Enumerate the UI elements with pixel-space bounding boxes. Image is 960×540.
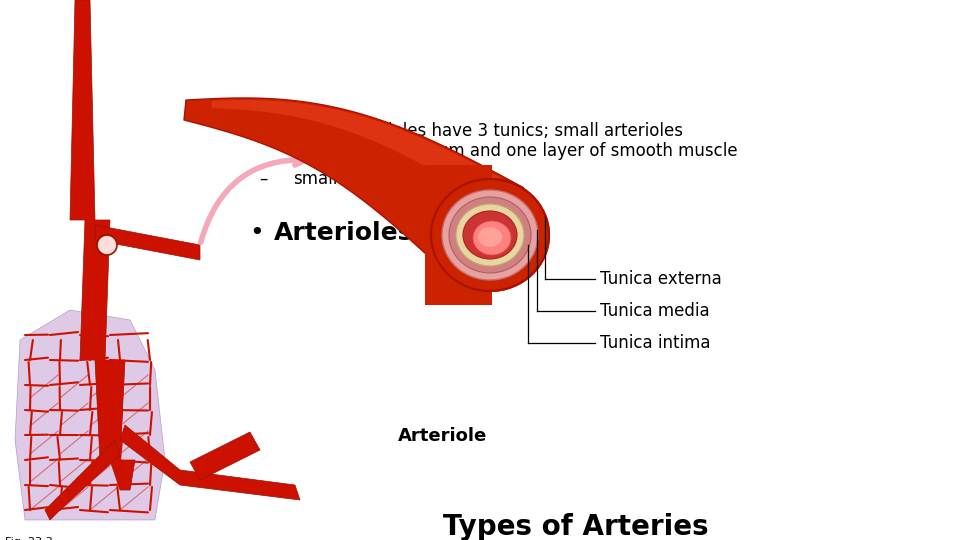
Text: Fig. 23.3: Fig. 23.3 bbox=[5, 537, 53, 540]
Text: Arteriole: Arteriole bbox=[398, 427, 488, 444]
Ellipse shape bbox=[478, 227, 502, 247]
Ellipse shape bbox=[456, 204, 524, 266]
Polygon shape bbox=[95, 225, 200, 260]
Polygon shape bbox=[190, 432, 260, 480]
Text: –: – bbox=[259, 170, 268, 188]
Ellipse shape bbox=[449, 197, 531, 273]
Ellipse shape bbox=[442, 190, 538, 280]
Circle shape bbox=[97, 235, 117, 255]
Text: Tunica intima: Tunica intima bbox=[600, 334, 710, 352]
Polygon shape bbox=[211, 100, 522, 214]
Polygon shape bbox=[15, 310, 165, 520]
Text: –: – bbox=[259, 122, 268, 139]
Text: •: • bbox=[250, 221, 264, 245]
Text: larger arterioles have 3 tunics; small arterioles
    have endothelium and one l: larger arterioles have 3 tunics; small a… bbox=[293, 122, 737, 160]
Polygon shape bbox=[70, 0, 135, 490]
Text: smallest: smallest bbox=[293, 170, 363, 188]
Polygon shape bbox=[120, 425, 300, 500]
Ellipse shape bbox=[463, 211, 517, 259]
Ellipse shape bbox=[431, 179, 549, 291]
Text: Types of Arteries: Types of Arteries bbox=[444, 513, 708, 540]
Text: Arterioles: Arterioles bbox=[274, 221, 413, 245]
Ellipse shape bbox=[473, 221, 511, 255]
Polygon shape bbox=[425, 165, 492, 305]
Polygon shape bbox=[45, 440, 120, 520]
Text: Tunica externa: Tunica externa bbox=[600, 270, 722, 288]
Polygon shape bbox=[184, 98, 524, 282]
Text: Tunica media: Tunica media bbox=[600, 302, 709, 320]
